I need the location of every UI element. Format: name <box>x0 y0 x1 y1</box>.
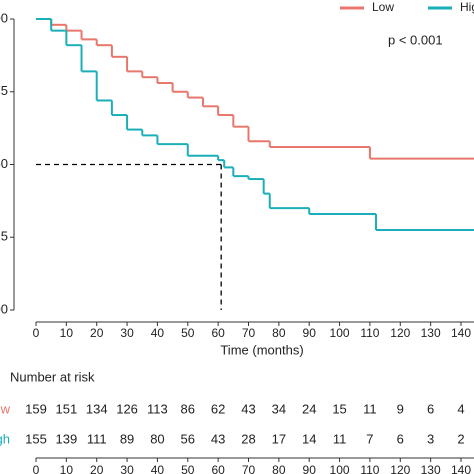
risk-count: 86 <box>181 401 195 416</box>
risk-x-tick-label: 130 <box>421 463 441 474</box>
x-tick-label: 80 <box>272 326 286 340</box>
risk-x-tick-label: 140 <box>451 463 471 474</box>
risk-x-tick-label: 20 <box>90 463 104 474</box>
x-tick-label: 60 <box>211 326 225 340</box>
x-tick-label: 30 <box>120 326 134 340</box>
risk-count: 15 <box>332 401 346 416</box>
x-tick-label: 50 <box>181 326 195 340</box>
y-tick-label: 0.00 <box>0 301 8 316</box>
risk-count: 111 <box>87 431 107 446</box>
p-value: p < 0.001 <box>388 32 443 47</box>
risk-x-tick-label: 110 <box>360 463 379 474</box>
x-tick-label: 120 <box>390 326 410 340</box>
risk-count: 17 <box>272 431 286 446</box>
risk-x-tick-label: 0 <box>33 463 40 474</box>
y-tick-label: 0.25 <box>0 229 8 244</box>
x-tick-label: 110 <box>360 326 379 340</box>
x-tick-label: 130 <box>421 326 441 340</box>
risk-x-tick-label: 100 <box>330 463 350 474</box>
risk-x-tick-label: 80 <box>272 463 286 474</box>
risk-row-label: High <box>0 431 10 446</box>
risk-x-tick-label: 30 <box>120 463 134 474</box>
risk-count: 89 <box>120 431 134 446</box>
risk-x-tick-label: 60 <box>211 463 225 474</box>
legend-label: Low <box>372 0 394 14</box>
risk-x-tick-label: 120 <box>390 463 410 474</box>
x-axis-label: Time (months) <box>220 342 303 357</box>
y-tick-label: 1.00 <box>0 10 8 25</box>
risk-count: 139 <box>56 431 78 446</box>
risk-count: 9 <box>397 401 404 416</box>
y-tick-label: 0.75 <box>0 83 8 98</box>
risk-count: 6 <box>427 401 434 416</box>
risk-table-title: Number at risk <box>10 369 95 384</box>
risk-count: 7 <box>366 431 373 446</box>
risk-count: 126 <box>116 401 138 416</box>
x-tick-label: 140 <box>451 326 471 340</box>
x-tick-label: 40 <box>151 326 165 340</box>
risk-count: 4 <box>457 401 464 416</box>
x-tick-label: 10 <box>60 326 74 340</box>
x-tick-label: 100 <box>330 326 350 340</box>
x-tick-label: 0 <box>33 326 40 340</box>
x-tick-label: 20 <box>90 326 104 340</box>
risk-x-tick-label: 40 <box>151 463 165 474</box>
legend-label: High <box>460 0 474 14</box>
risk-count: 62 <box>211 401 225 416</box>
risk-count: 34 <box>272 401 286 416</box>
risk-count: 2 <box>457 431 464 446</box>
risk-count: 134 <box>86 401 108 416</box>
risk-count: 159 <box>25 401 47 416</box>
risk-count: 28 <box>241 431 255 446</box>
x-tick-label: 70 <box>242 326 256 340</box>
risk-count: 56 <box>181 431 195 446</box>
risk-x-tick-label: 50 <box>181 463 195 474</box>
risk-count: 43 <box>241 401 255 416</box>
risk-count: 113 <box>147 401 168 416</box>
x-tick-label: 90 <box>303 326 317 340</box>
risk-count: 14 <box>302 431 316 446</box>
risk-x-tick-label: 10 <box>60 463 74 474</box>
risk-count: 80 <box>150 431 164 446</box>
risk-x-tick-label: 90 <box>303 463 317 474</box>
risk-count: 151 <box>56 401 78 416</box>
risk-x-tick-label: 70 <box>242 463 256 474</box>
risk-count: 24 <box>302 401 316 416</box>
y-tick-label: 0.50 <box>0 156 8 171</box>
risk-count: 3 <box>427 431 434 446</box>
risk-row-label: Low <box>0 401 11 416</box>
risk-count: 6 <box>397 431 404 446</box>
risk-count: 11 <box>363 401 377 416</box>
risk-count: 11 <box>333 431 347 446</box>
risk-count: 155 <box>25 431 47 446</box>
risk-count: 43 <box>211 431 225 446</box>
